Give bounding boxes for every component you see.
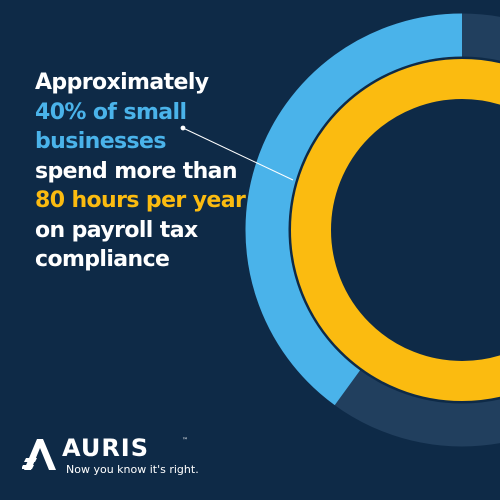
headline-line-3: businesses	[35, 129, 166, 154]
headline-line-7: compliance	[35, 247, 170, 272]
brand-logo: AURIS ™ Now you know it's right.	[22, 434, 262, 479]
callout-line	[182, 127, 294, 181]
outer-ring-segment	[245, 13, 463, 406]
headline: Approximately 40% of small businesses sp…	[35, 68, 265, 275]
callout-dot	[180, 125, 186, 131]
headline-line-4: spend more than	[35, 158, 238, 184]
brand-tagline: Now you know it's right.	[66, 463, 199, 476]
brand-trademark: ™	[182, 437, 188, 444]
headline-line-1: Approximately	[35, 70, 209, 95]
headline-line-5: 80 hours per year	[35, 188, 246, 213]
headline-line-2: 40% of small	[35, 99, 187, 125]
headline-line-6: on payroll tax	[35, 217, 198, 243]
brand-name: AURIS	[62, 434, 150, 462]
inner-ring-segment	[291, 59, 500, 401]
auris-a-mark-icon	[22, 439, 56, 470]
